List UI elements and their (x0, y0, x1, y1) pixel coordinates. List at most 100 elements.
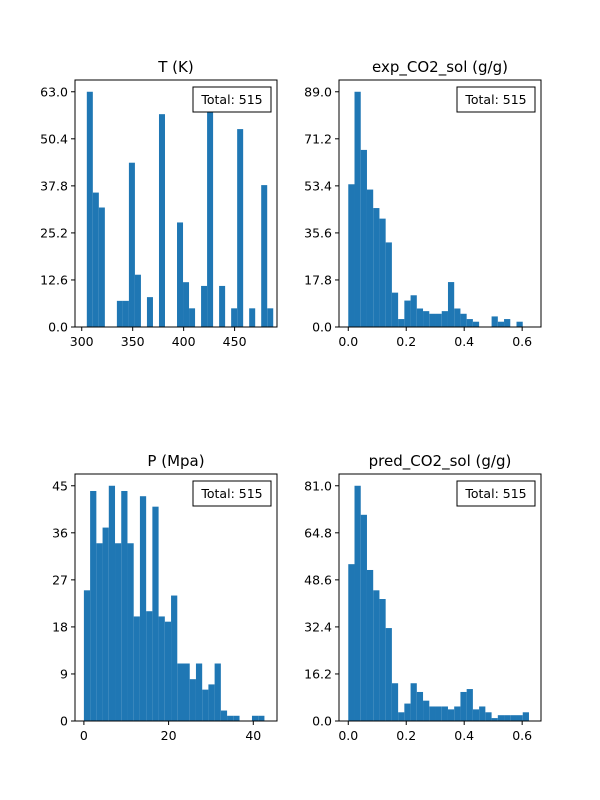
histogram-bars (83, 485, 265, 721)
histogram-bar (98, 207, 105, 327)
histogram-bar (416, 308, 424, 327)
histogram-bar (460, 313, 467, 327)
histogram-bar (504, 715, 511, 721)
histogram-bar (214, 663, 221, 721)
histogram-bar (158, 114, 165, 327)
y-axis-ticks: 0.0 16.2 32.4 48.6 64.8 81.0 (304, 478, 339, 729)
histogram-bar (219, 285, 226, 327)
x-axis-ticks: 0.0 0.2 0.4 0.6 (338, 721, 532, 743)
histogram-bar (510, 715, 517, 721)
chart-title: pred_CO2_sol (g/g) (369, 452, 512, 471)
annotation-box (192, 86, 272, 113)
x-tick-label: 0.0 (338, 334, 358, 349)
histogram-bar (504, 319, 511, 327)
axes-frame (338, 79, 542, 328)
annotation-box (192, 480, 272, 507)
histogram-bar (202, 689, 209, 721)
histogram-bar (233, 715, 240, 721)
y-tick-label: 35.6 (304, 225, 332, 240)
annotation-box (456, 480, 536, 507)
histogram-bar (207, 110, 214, 328)
y-tick-label: 81.0 (304, 478, 332, 493)
chart-title: P (Mpa) (147, 452, 204, 470)
axes-frame (74, 79, 278, 328)
y-tick-label: 48.6 (304, 572, 332, 587)
x-tick-label: 400 (172, 334, 196, 349)
subplot-3: 0 9 18 27 36 45 0 20 40 P (Mpa) Total: 515 (52, 452, 278, 743)
histogram-bar (466, 319, 473, 327)
histogram-bar (127, 543, 134, 721)
histogram-bar (423, 311, 430, 327)
histogram-bar (366, 569, 374, 721)
histogram-bar (454, 308, 461, 327)
x-tick-label: 0.6 (512, 728, 532, 743)
axes-frame (338, 473, 542, 722)
total-annotation: Total: 515 (192, 480, 272, 507)
histogram-bars (348, 485, 529, 721)
histogram-bar (102, 527, 109, 721)
histogram-bar (360, 514, 367, 721)
histogram-bar (220, 710, 228, 721)
y-axis-ticks: 0.0 12.6 25.2 37.8 50.4 63.0 (40, 84, 75, 335)
histogram-bar (516, 715, 523, 721)
annotation-text: Total: 515 (464, 486, 526, 501)
subplot-4: 0.0 16.2 32.4 48.6 64.8 81.0 0.0 0.2 0.4 0.6 pred_… (304, 452, 542, 743)
x-tick-label: 0.2 (396, 334, 416, 349)
histogram-bar (177, 222, 184, 327)
histogram-bar (373, 208, 380, 327)
histogram-bar (261, 185, 268, 327)
histogram-bar (435, 313, 442, 327)
y-tick-label: 18 (52, 619, 68, 634)
y-tick-label: 64.8 (304, 525, 332, 540)
y-tick-label: 0.0 (312, 320, 332, 335)
x-tick-label: 0.6 (512, 334, 532, 349)
histogram-bar (454, 706, 461, 721)
histogram-bar (158, 616, 165, 721)
y-tick-label: 36 (52, 525, 68, 540)
histogram-bar (429, 706, 436, 721)
histogram-bar (227, 715, 234, 721)
histogram-bar (251, 715, 259, 721)
histogram-bar (201, 285, 208, 327)
y-tick-label: 50.4 (40, 131, 68, 146)
subplot-1: 0.0 12.6 25.2 37.8 50.4 63.0 300 350 400 450 T (K)… (40, 58, 278, 349)
histogram-bar (90, 490, 97, 721)
histogram-bar (121, 490, 128, 721)
histogram-bar (208, 684, 215, 721)
histogram-bar (522, 712, 529, 721)
histogram-bar (472, 709, 480, 721)
x-tick-label: 0.4 (454, 334, 474, 349)
histogram-bar (416, 691, 424, 721)
histogram-bar (115, 543, 122, 721)
y-tick-label: 0 (60, 714, 68, 729)
histogram-bar (429, 313, 436, 327)
histogram-bar (348, 184, 355, 327)
y-tick-label: 27 (52, 572, 68, 587)
histogram-bar (171, 595, 178, 721)
y-axis-ticks: 0.0 17.8 35.6 53.4 71.2 89.0 (304, 84, 339, 335)
histogram-bar (354, 91, 361, 327)
histogram-bar (398, 712, 405, 721)
histogram-bar (398, 319, 405, 327)
annotation-text: Total: 515 (464, 92, 526, 107)
y-tick-label: 12.6 (40, 272, 68, 287)
y-tick-label: 45 (52, 478, 68, 493)
total-annotation: Total: 515 (456, 480, 536, 507)
histogram-bar (466, 689, 473, 721)
x-tick-label: 350 (121, 334, 145, 349)
y-tick-label: 63.0 (40, 84, 68, 99)
total-annotation: Total: 515 (192, 86, 272, 113)
histogram-bar (391, 683, 399, 721)
x-tick-label: 0.0 (338, 728, 358, 743)
chart-title: T (K) (157, 58, 193, 76)
y-tick-label: 17.8 (304, 272, 332, 287)
y-tick-label: 37.8 (40, 178, 68, 193)
y-axis-ticks: 0 9 18 27 36 45 (52, 478, 75, 729)
histogram-bar (410, 683, 417, 721)
histogram-bar (497, 321, 505, 327)
histogram-bar (139, 496, 147, 721)
histogram-bar (373, 590, 380, 721)
y-tick-label: 0.0 (312, 714, 332, 729)
histogram-bar (460, 691, 467, 721)
